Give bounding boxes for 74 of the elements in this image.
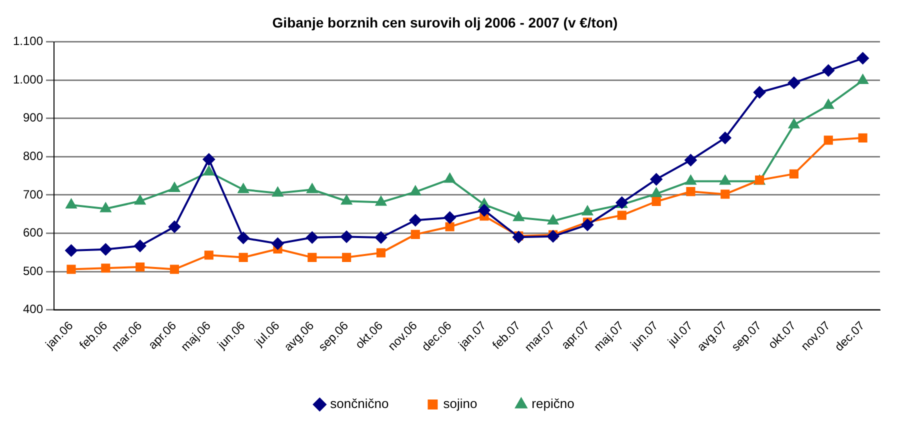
point bbox=[342, 252, 352, 262]
point bbox=[134, 240, 146, 252]
point bbox=[512, 231, 525, 244]
point bbox=[857, 74, 868, 84]
point bbox=[100, 202, 111, 212]
point bbox=[684, 154, 697, 166]
point bbox=[410, 230, 420, 239]
y-tick-label: 700 bbox=[23, 187, 44, 202]
point bbox=[582, 206, 593, 216]
point bbox=[168, 220, 180, 233]
y-tick-label: 500 bbox=[23, 264, 44, 278]
point bbox=[66, 198, 77, 208]
point bbox=[101, 264, 110, 273]
point bbox=[134, 195, 146, 205]
point bbox=[306, 231, 318, 244]
legend-label: sojino bbox=[443, 396, 478, 412]
point bbox=[66, 264, 76, 274]
point bbox=[376, 248, 386, 258]
point bbox=[513, 212, 524, 222]
point bbox=[650, 173, 662, 186]
point bbox=[856, 52, 869, 64]
point bbox=[478, 204, 490, 216]
point bbox=[169, 182, 180, 192]
point bbox=[204, 250, 214, 260]
point bbox=[789, 169, 798, 178]
point bbox=[306, 184, 318, 194]
y-tick-label: 400 bbox=[23, 302, 44, 316]
point bbox=[409, 214, 422, 226]
point bbox=[444, 212, 456, 224]
point bbox=[445, 222, 454, 232]
point bbox=[238, 184, 249, 194]
y-tick-label: 900 bbox=[23, 110, 44, 125]
legend-label: repično bbox=[532, 396, 574, 412]
y-tick-label: 1.100 bbox=[13, 34, 44, 48]
point bbox=[202, 153, 215, 166]
point bbox=[652, 196, 661, 206]
point bbox=[650, 188, 662, 198]
point bbox=[685, 175, 696, 185]
point bbox=[100, 243, 112, 256]
y-tick-label: 800 bbox=[23, 149, 44, 164]
point bbox=[308, 252, 317, 262]
point bbox=[170, 264, 180, 274]
point bbox=[340, 230, 353, 243]
y-tick-label: 600 bbox=[23, 226, 44, 240]
point bbox=[547, 230, 560, 242]
point bbox=[237, 232, 250, 244]
point bbox=[720, 190, 730, 199]
point bbox=[788, 118, 800, 128]
point bbox=[754, 86, 766, 98]
point bbox=[617, 210, 626, 220]
point bbox=[136, 262, 145, 272]
point bbox=[548, 215, 558, 225]
point bbox=[822, 64, 834, 77]
point bbox=[444, 173, 456, 183]
point bbox=[341, 195, 352, 205]
legend-label: sončnično bbox=[330, 396, 389, 412]
chart-title: Gibanje borznih cen surovih olj 2006 - 2007 (v €/ton) bbox=[272, 14, 618, 30]
point bbox=[719, 132, 732, 144]
point bbox=[720, 175, 730, 185]
point bbox=[376, 196, 386, 206]
point bbox=[410, 186, 421, 196]
point bbox=[65, 244, 78, 257]
point bbox=[238, 252, 248, 262]
point bbox=[374, 231, 387, 244]
y-tick-label: 1.000 bbox=[13, 72, 44, 86]
point bbox=[272, 187, 284, 197]
point bbox=[581, 218, 594, 231]
point bbox=[858, 133, 868, 142]
point bbox=[204, 166, 214, 176]
point bbox=[788, 76, 800, 89]
point bbox=[824, 136, 833, 145]
point bbox=[823, 99, 834, 109]
point bbox=[686, 187, 696, 196]
point bbox=[272, 238, 284, 250]
